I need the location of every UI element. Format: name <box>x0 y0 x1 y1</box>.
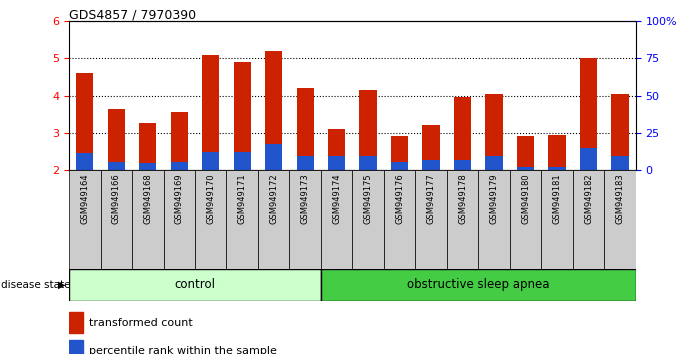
Text: GSM949164: GSM949164 <box>80 173 89 223</box>
Bar <box>422 125 439 170</box>
Text: GSM949177: GSM949177 <box>426 173 435 224</box>
Text: GSM949174: GSM949174 <box>332 173 341 223</box>
Text: GSM949181: GSM949181 <box>553 173 562 223</box>
Text: GSM949168: GSM949168 <box>143 173 152 224</box>
Text: GSM949172: GSM949172 <box>269 173 278 223</box>
Bar <box>391 162 408 170</box>
Bar <box>101 170 132 269</box>
Text: GSM949171: GSM949171 <box>238 173 247 223</box>
Text: ▶: ▶ <box>58 280 66 290</box>
Bar <box>580 58 597 170</box>
Bar <box>69 170 101 269</box>
Bar <box>258 170 290 269</box>
Text: GSM949176: GSM949176 <box>395 173 404 224</box>
Text: control: control <box>175 279 216 291</box>
Text: obstructive sleep apnea: obstructive sleep apnea <box>407 279 549 291</box>
Text: GSM949180: GSM949180 <box>521 173 530 223</box>
Bar <box>69 269 321 301</box>
Bar <box>604 170 636 269</box>
Bar <box>321 269 636 301</box>
Bar <box>422 160 439 170</box>
Bar <box>108 162 125 170</box>
Bar <box>549 135 566 170</box>
Bar <box>171 162 188 170</box>
Text: percentile rank within the sample: percentile rank within the sample <box>89 346 277 354</box>
Bar <box>76 73 93 170</box>
Bar <box>359 90 377 170</box>
Bar <box>132 170 164 269</box>
Bar <box>391 136 408 170</box>
Bar <box>580 148 597 170</box>
Bar <box>265 144 283 170</box>
Text: GSM949170: GSM949170 <box>206 173 216 223</box>
Bar <box>352 170 384 269</box>
Bar <box>384 170 415 269</box>
Text: GSM949173: GSM949173 <box>301 173 310 224</box>
Bar <box>612 156 629 170</box>
Bar <box>195 170 227 269</box>
Bar <box>171 112 188 170</box>
Bar <box>69 312 83 333</box>
Bar <box>234 152 251 170</box>
Bar <box>139 124 156 170</box>
Bar <box>290 170 321 269</box>
Bar <box>549 167 566 170</box>
Bar <box>202 152 220 170</box>
Bar <box>164 170 195 269</box>
Bar <box>227 170 258 269</box>
Bar <box>328 156 346 170</box>
Text: GSM949178: GSM949178 <box>458 173 467 224</box>
Bar <box>321 170 352 269</box>
Text: disease state: disease state <box>1 280 70 290</box>
Bar <box>108 109 125 170</box>
Bar <box>454 97 471 170</box>
Bar <box>296 156 314 170</box>
Text: GSM949183: GSM949183 <box>616 173 625 224</box>
Text: GSM949179: GSM949179 <box>489 173 499 223</box>
Bar <box>265 51 283 170</box>
Text: GSM949169: GSM949169 <box>175 173 184 223</box>
Bar <box>454 160 471 170</box>
Bar <box>573 170 604 269</box>
Bar <box>234 62 251 170</box>
Bar <box>517 167 534 170</box>
Text: GSM949182: GSM949182 <box>584 173 593 223</box>
Bar <box>296 88 314 170</box>
Text: GSM949166: GSM949166 <box>112 173 121 224</box>
Bar <box>517 136 534 170</box>
Bar <box>510 170 541 269</box>
Bar <box>485 156 503 170</box>
Bar <box>415 170 447 269</box>
Text: transformed count: transformed count <box>89 318 193 328</box>
Bar <box>485 94 503 170</box>
Bar <box>541 170 573 269</box>
Bar <box>447 170 478 269</box>
Bar <box>202 55 220 170</box>
Text: GDS4857 / 7970390: GDS4857 / 7970390 <box>69 9 196 22</box>
Bar <box>328 129 346 170</box>
Bar <box>69 340 83 354</box>
Bar <box>76 153 93 170</box>
Bar <box>478 170 510 269</box>
Text: GSM949175: GSM949175 <box>363 173 372 223</box>
Bar <box>612 94 629 170</box>
Bar <box>139 163 156 170</box>
Bar <box>359 156 377 170</box>
